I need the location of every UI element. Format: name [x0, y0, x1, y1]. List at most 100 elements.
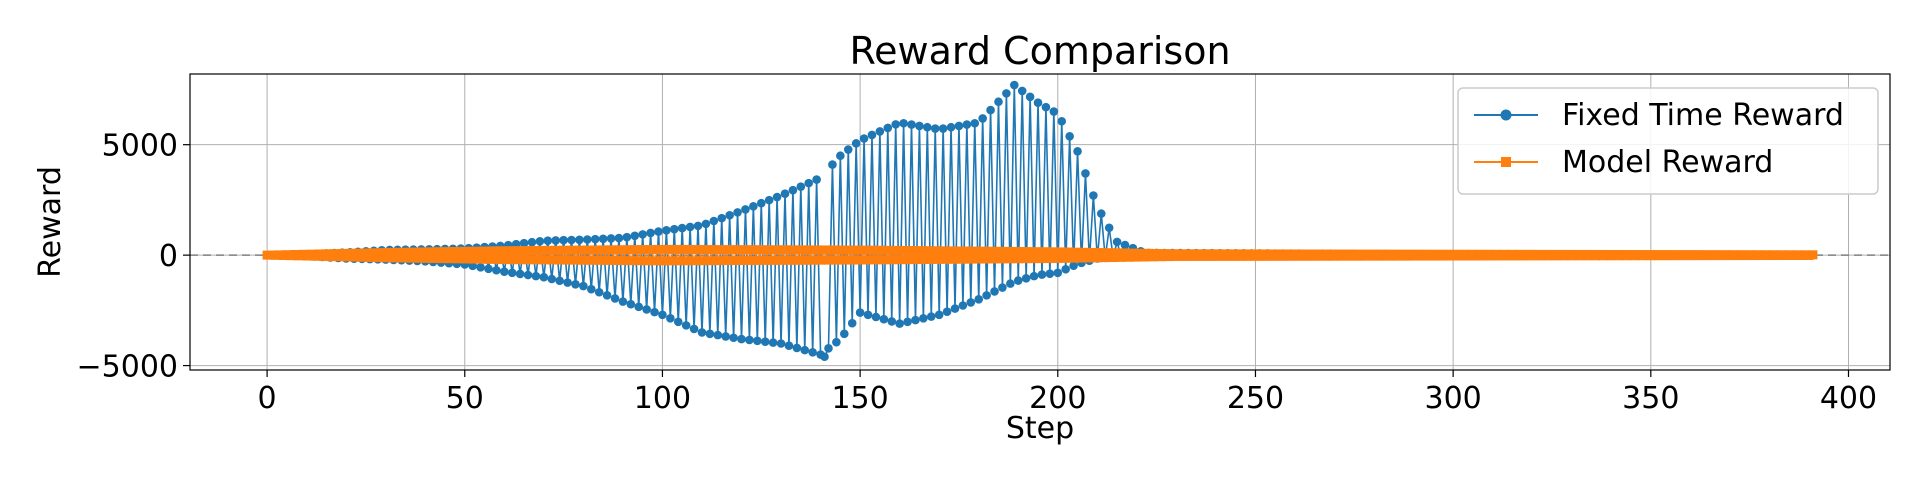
- legend-box: [1457, 87, 1879, 195]
- data-point: [539, 255, 549, 265]
- data-point: [721, 332, 730, 341]
- data-point: [697, 256, 707, 266]
- data-point: [895, 255, 905, 265]
- data-point: [673, 256, 683, 266]
- data-point: [571, 279, 580, 289]
- data-point: [780, 189, 790, 199]
- data-point: [393, 247, 403, 257]
- data-point: [586, 255, 596, 265]
- data-point: [851, 139, 861, 148]
- data-point: [1120, 240, 1130, 250]
- data-point: [416, 247, 426, 257]
- data-point: [788, 245, 798, 255]
- data-point: [1069, 253, 1079, 263]
- data-point: [800, 345, 810, 355]
- data-point: [665, 256, 675, 266]
- data-point: [638, 230, 647, 239]
- data-point: [444, 254, 454, 264]
- data-point: [859, 134, 869, 143]
- data-point: [824, 344, 833, 353]
- data-point: [1009, 246, 1019, 256]
- data-point: [677, 223, 687, 233]
- data-point: [582, 245, 592, 255]
- data-point: [408, 247, 418, 257]
- data-point: [966, 298, 976, 307]
- data-point: [1037, 254, 1047, 264]
- data-point: [942, 307, 952, 316]
- data-point: [792, 343, 802, 353]
- data-point: [673, 317, 683, 327]
- data-point: [990, 254, 1000, 264]
- series-model-reward: [262, 244, 1818, 266]
- data-point: [709, 245, 719, 255]
- data-point: [772, 245, 782, 255]
- data-point: [847, 318, 857, 328]
- data-point: [646, 244, 656, 254]
- data-point: [1033, 98, 1043, 108]
- data-point: [689, 324, 699, 334]
- data-point: [875, 127, 885, 136]
- data-point: [570, 255, 580, 265]
- data-point: [373, 253, 383, 263]
- data-point: [752, 255, 762, 265]
- data-point: [946, 246, 956, 256]
- data-point: [1006, 279, 1015, 288]
- data-point: [978, 114, 987, 123]
- data-point: [653, 244, 663, 254]
- data-point: [717, 213, 727, 223]
- data-point: [982, 291, 991, 300]
- data-point: [831, 255, 841, 265]
- data-point: [642, 305, 651, 314]
- data-point: [535, 236, 545, 246]
- data-point: [377, 248, 387, 258]
- data-point: [843, 245, 853, 255]
- data-point: [934, 310, 944, 320]
- data-point: [650, 307, 659, 317]
- data-point: [590, 234, 600, 244]
- data-point: [780, 245, 790, 255]
- data-point: [1029, 271, 1039, 281]
- data-point: [547, 274, 557, 284]
- data-point: [658, 310, 667, 320]
- data-point: [574, 245, 584, 255]
- data-point: [713, 330, 723, 340]
- x-tick-label: 100: [634, 381, 691, 416]
- data-point: [863, 310, 873, 320]
- data-point: [1033, 247, 1043, 257]
- data-point: [551, 236, 560, 245]
- data-point: [804, 178, 814, 188]
- data-point: [887, 255, 897, 265]
- data-point: [476, 263, 485, 272]
- data-point: [1096, 209, 1106, 218]
- data-point: [887, 317, 897, 326]
- data-point: [820, 352, 829, 362]
- data-point: [978, 246, 988, 256]
- data-point: [567, 245, 577, 255]
- data-point: [622, 232, 632, 242]
- data-point: [740, 245, 750, 255]
- x-tick-label: 250: [1227, 381, 1284, 416]
- data-point: [1092, 253, 1102, 263]
- data-point: [626, 299, 636, 309]
- legend-label-model: Model Reward: [1562, 145, 1773, 180]
- data-point: [816, 255, 826, 265]
- data-point: [808, 348, 817, 357]
- data-point: [997, 254, 1007, 264]
- data-point: [808, 255, 818, 265]
- data-point: [875, 245, 885, 255]
- data-point: [958, 254, 968, 264]
- data-point: [840, 329, 849, 339]
- data-point: [634, 302, 644, 312]
- data-point: [515, 255, 525, 265]
- data-point: [519, 238, 529, 248]
- data-point: [1013, 276, 1023, 285]
- data-point: [1002, 89, 1011, 98]
- data-point: [717, 245, 727, 255]
- data-point: [555, 276, 564, 286]
- data-point: [1041, 247, 1051, 257]
- data-point: [1096, 248, 1106, 258]
- data-point: [950, 304, 960, 313]
- data-point: [919, 314, 928, 323]
- data-point: [784, 255, 794, 265]
- data-point: [914, 246, 924, 256]
